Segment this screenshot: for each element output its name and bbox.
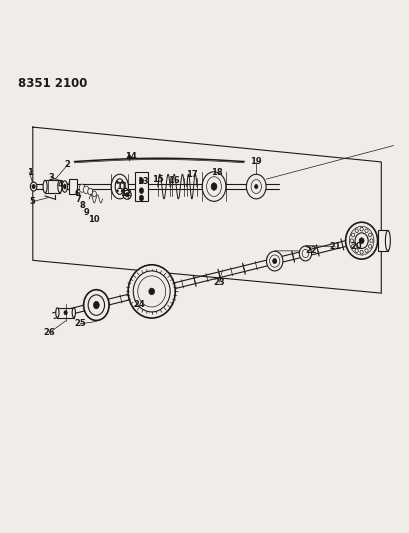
Text: 20: 20 bbox=[349, 243, 361, 252]
Ellipse shape bbox=[359, 228, 362, 231]
Text: 2: 2 bbox=[65, 160, 70, 169]
Text: 23: 23 bbox=[213, 278, 225, 287]
Bar bbox=[69, 179, 77, 194]
Ellipse shape bbox=[254, 184, 257, 189]
Ellipse shape bbox=[299, 246, 311, 261]
Bar bbox=[45, 180, 60, 193]
Ellipse shape bbox=[358, 238, 363, 244]
Ellipse shape bbox=[125, 193, 129, 197]
Ellipse shape bbox=[272, 259, 276, 263]
Ellipse shape bbox=[72, 308, 75, 318]
Ellipse shape bbox=[92, 191, 96, 197]
Text: 18: 18 bbox=[210, 168, 222, 177]
Ellipse shape bbox=[211, 183, 216, 190]
Ellipse shape bbox=[137, 276, 165, 307]
Ellipse shape bbox=[62, 181, 67, 192]
Text: 8351 2100: 8351 2100 bbox=[18, 77, 88, 90]
Ellipse shape bbox=[301, 249, 308, 257]
Ellipse shape bbox=[88, 295, 104, 316]
Ellipse shape bbox=[88, 188, 92, 195]
Ellipse shape bbox=[83, 186, 89, 193]
Ellipse shape bbox=[250, 180, 261, 193]
Text: 7: 7 bbox=[75, 195, 81, 204]
Ellipse shape bbox=[139, 195, 143, 201]
Ellipse shape bbox=[202, 172, 225, 201]
Ellipse shape bbox=[384, 230, 389, 251]
Text: 13: 13 bbox=[137, 177, 148, 185]
Ellipse shape bbox=[30, 182, 37, 191]
Ellipse shape bbox=[266, 251, 282, 271]
Text: 9: 9 bbox=[83, 208, 89, 217]
Text: 22: 22 bbox=[304, 246, 316, 255]
Ellipse shape bbox=[79, 184, 85, 192]
Ellipse shape bbox=[246, 174, 265, 199]
Text: 15: 15 bbox=[152, 175, 163, 184]
Text: 16: 16 bbox=[168, 176, 180, 185]
Ellipse shape bbox=[364, 249, 367, 253]
Text: 5: 5 bbox=[29, 197, 35, 206]
Bar bbox=[57, 308, 74, 318]
Ellipse shape bbox=[32, 184, 35, 189]
Ellipse shape bbox=[368, 245, 371, 248]
Text: 17: 17 bbox=[186, 170, 197, 179]
Ellipse shape bbox=[359, 251, 362, 254]
Text: 11: 11 bbox=[116, 182, 128, 191]
Ellipse shape bbox=[345, 222, 377, 259]
Text: 14: 14 bbox=[125, 152, 137, 161]
Ellipse shape bbox=[148, 288, 154, 295]
Ellipse shape bbox=[83, 290, 109, 320]
Text: 4: 4 bbox=[58, 180, 63, 189]
Text: 1: 1 bbox=[27, 168, 32, 177]
Ellipse shape bbox=[58, 180, 62, 193]
Ellipse shape bbox=[116, 181, 118, 183]
Ellipse shape bbox=[349, 239, 353, 243]
Ellipse shape bbox=[128, 265, 175, 318]
Text: 26: 26 bbox=[43, 328, 55, 337]
Text: 12: 12 bbox=[120, 189, 132, 198]
Text: 6: 6 bbox=[74, 189, 80, 198]
Ellipse shape bbox=[368, 233, 371, 237]
Ellipse shape bbox=[354, 233, 367, 248]
Ellipse shape bbox=[351, 245, 354, 248]
Ellipse shape bbox=[115, 179, 124, 195]
Ellipse shape bbox=[364, 229, 367, 232]
Text: 19: 19 bbox=[250, 157, 261, 166]
Text: 8: 8 bbox=[79, 201, 85, 211]
Ellipse shape bbox=[93, 301, 99, 309]
Ellipse shape bbox=[121, 190, 123, 192]
Ellipse shape bbox=[139, 188, 143, 193]
Ellipse shape bbox=[354, 229, 357, 232]
Ellipse shape bbox=[139, 178, 143, 184]
Ellipse shape bbox=[111, 174, 128, 199]
Ellipse shape bbox=[56, 308, 59, 318]
Ellipse shape bbox=[121, 181, 123, 183]
Ellipse shape bbox=[269, 255, 279, 267]
Ellipse shape bbox=[43, 180, 47, 193]
Text: 3: 3 bbox=[48, 173, 54, 182]
Polygon shape bbox=[127, 155, 132, 159]
Ellipse shape bbox=[348, 227, 373, 255]
Ellipse shape bbox=[123, 190, 131, 199]
Text: 21: 21 bbox=[329, 243, 340, 252]
Ellipse shape bbox=[63, 184, 66, 189]
Ellipse shape bbox=[351, 233, 354, 237]
Ellipse shape bbox=[133, 271, 170, 312]
Text: 10: 10 bbox=[88, 215, 99, 224]
Ellipse shape bbox=[64, 311, 67, 314]
Text: 24: 24 bbox=[133, 300, 145, 309]
Bar bbox=[135, 172, 148, 201]
Bar bbox=[377, 230, 387, 251]
Ellipse shape bbox=[116, 190, 118, 192]
Ellipse shape bbox=[354, 249, 357, 253]
Ellipse shape bbox=[369, 239, 372, 243]
Ellipse shape bbox=[206, 177, 221, 196]
Text: 25: 25 bbox=[74, 319, 85, 328]
